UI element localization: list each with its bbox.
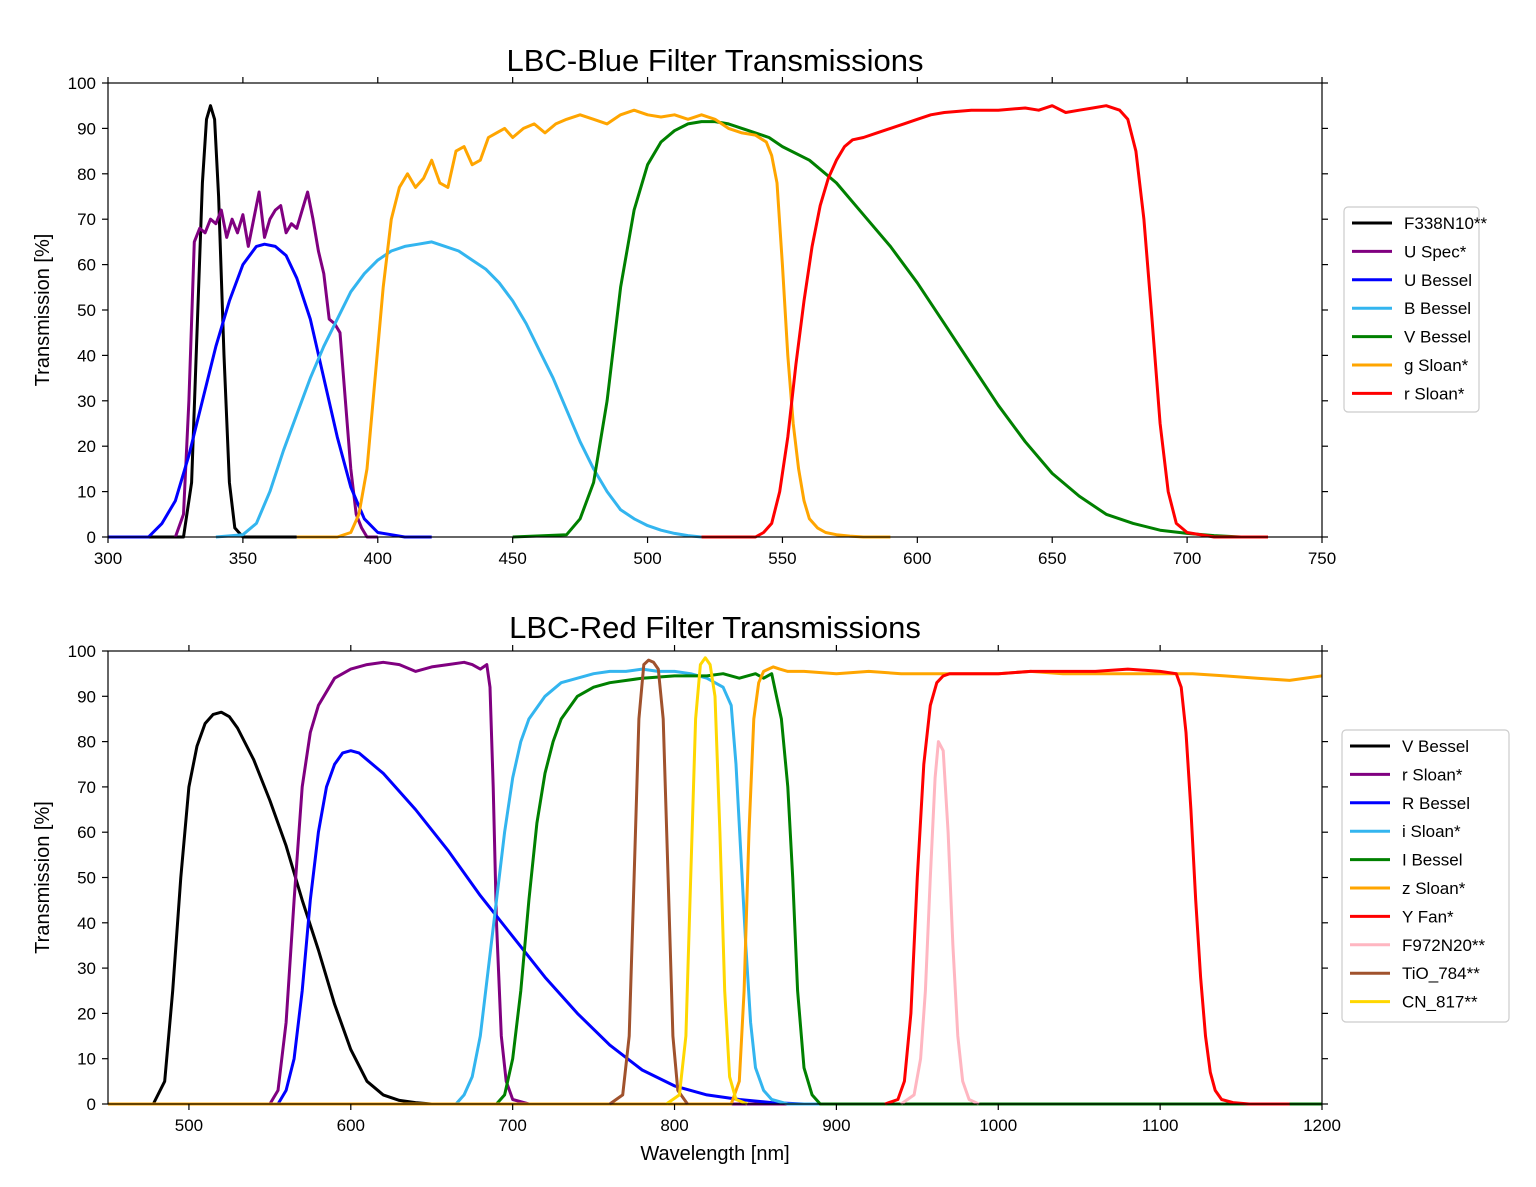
- chart2-ylabel: Transmission [%]: [32, 801, 54, 954]
- chart2-series-line-10: [665, 656, 748, 1106]
- chart1-ytick-label: 30: [77, 392, 96, 411]
- chart1-legend-label-7: r Sloan*: [1404, 384, 1465, 403]
- chart1-ytick-label: 80: [77, 165, 96, 184]
- chart2-xtick-label: 900: [822, 1116, 850, 1135]
- chart1-legend-label-3: U Bessel: [1404, 271, 1472, 290]
- chart1-legend-label-4: B Bessel: [1404, 299, 1471, 318]
- chart2-ytick-label: 80: [77, 733, 96, 752]
- chart2-legend-label-3: R Bessel: [1402, 794, 1470, 813]
- chart1-ytick-label: 10: [77, 483, 96, 502]
- chart2-xtick-label: 800: [660, 1116, 688, 1135]
- chart2-legend-label-8: F972N20**: [1402, 936, 1486, 955]
- chart1-xtick-label: 450: [498, 549, 526, 568]
- chart2-series-line-7: [884, 667, 1290, 1106]
- chart2-legend-label-6: z Sloan*: [1402, 879, 1466, 898]
- chart1-xtick-label: 400: [364, 549, 392, 568]
- chart2-ytick-label: 0: [87, 1095, 96, 1114]
- chart2-xtick-label: 700: [498, 1116, 526, 1135]
- chart1-xtick-label: 550: [768, 549, 796, 568]
- chart1-ytick-label: 40: [77, 346, 96, 365]
- chart2-series-line-3: [108, 749, 1322, 1106]
- chart1-xtick-label: 700: [1173, 549, 1201, 568]
- chart1-series-line-7: [701, 104, 1268, 539]
- chart2-ytick-label: 60: [77, 823, 96, 842]
- chart1-xtick-label: 600: [903, 549, 931, 568]
- chart1-xtick-label: 300: [94, 549, 122, 568]
- chart2-series-line-9: [608, 658, 689, 1106]
- chart1-legend-label-2: U Spec*: [1404, 242, 1467, 261]
- chart1-ytick-label: 50: [77, 301, 96, 320]
- chart1-ytick-label: 70: [77, 210, 96, 229]
- chart2-legend-label-4: i Sloan*: [1402, 822, 1461, 841]
- chart2-ytick-label: 70: [77, 778, 96, 797]
- chart2-ytick-label: 20: [77, 1004, 96, 1023]
- chart1-ytick-label: 90: [77, 119, 96, 138]
- chart2-series-line-8: [900, 740, 980, 1106]
- chart1-xtick-label: 500: [633, 549, 661, 568]
- chart2-xtick-label: 1100: [1142, 1116, 1179, 1135]
- chart2-legend-label-9: TiO_784**: [1402, 964, 1480, 983]
- chart2-series-line-2: [108, 660, 1322, 1106]
- chart1-series-line-1: [108, 104, 297, 539]
- chart1-series-line-2: [173, 190, 378, 539]
- chart2-xlabel: Wavelength [nm]: [640, 1143, 789, 1165]
- chart2-ytick-label: 40: [77, 914, 96, 933]
- chart1-legend-label-5: V Bessel: [1404, 328, 1471, 347]
- chart2-legend-label-5: I Bessel: [1402, 851, 1462, 870]
- chart1-xtick-label: 750: [1308, 549, 1336, 568]
- chart2-legend-label-1: V Bessel: [1402, 737, 1469, 756]
- chart1-plot-frame: [107, 82, 1323, 538]
- chart1-xtick-label: 650: [1038, 549, 1066, 568]
- chart2-ytick-label: 30: [77, 959, 96, 978]
- chart2-series-line-5: [108, 672, 1322, 1106]
- chart2-ytick-label: 90: [77, 687, 96, 706]
- chart1-legend-label-1: F338N10**: [1404, 214, 1488, 233]
- chart2-xtick-label: 600: [337, 1116, 365, 1135]
- chart1-series-line-3: [108, 242, 432, 539]
- chart2-ytick-label: 10: [77, 1050, 96, 1069]
- chart1-title: LBC-Blue Filter Transmissions: [507, 43, 924, 78]
- chart1-legend-label-6: g Sloan*: [1404, 356, 1469, 375]
- chart2-series-line-1: [108, 710, 513, 1106]
- chart1-series-line-4: [215, 240, 702, 539]
- chart1-ytick-label: 60: [77, 256, 96, 275]
- chart1-ytick-label: 0: [87, 528, 96, 547]
- chart2-title: LBC-Red Filter Transmissions: [509, 610, 921, 645]
- chart1-legend-box: [1343, 206, 1480, 413]
- chart2-ytick-label: 100: [68, 642, 96, 661]
- chart2-xtick-label: 500: [175, 1116, 203, 1135]
- chart1-ytick-label: 100: [68, 74, 96, 93]
- chart2-xtick-label: 1200: [1303, 1116, 1341, 1135]
- chart2-legend-label-7: Y Fan*: [1402, 907, 1454, 926]
- chart1-ytick-label: 20: [77, 437, 96, 456]
- chart2-xtick-label: 1000: [979, 1116, 1017, 1135]
- chart2-series-line-4: [108, 667, 1322, 1106]
- chart2-legend-label-10: CN_817**: [1402, 993, 1478, 1012]
- chart2-ytick-label: 50: [77, 869, 96, 888]
- chart1-ylabel: Transmission [%]: [32, 234, 54, 387]
- chart2-legend-label-2: r Sloan*: [1402, 765, 1463, 784]
- chart1-series-line-5: [512, 120, 1242, 539]
- chart1-xtick-label: 350: [229, 549, 257, 568]
